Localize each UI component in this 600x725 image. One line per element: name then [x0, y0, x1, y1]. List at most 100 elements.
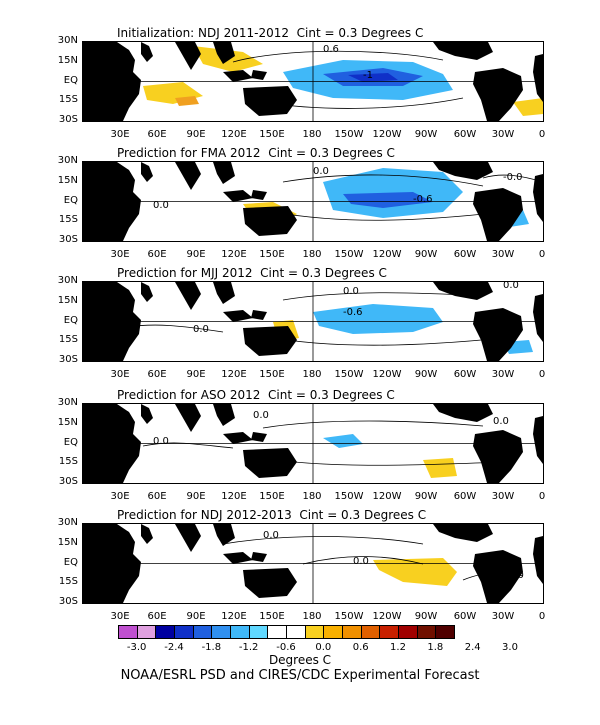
latitude-label: 15N: [57, 536, 78, 548]
land-mass: [175, 404, 201, 432]
contour-line: [262, 335, 504, 346]
anomaly-shading: [323, 434, 363, 448]
land-mass: [251, 310, 267, 320]
longitude-label: 150W: [334, 491, 364, 502]
latitude-label: EQ: [63, 74, 78, 86]
colorbar-tick: 3.0: [502, 642, 518, 653]
latitude-label: 30S: [58, 114, 78, 125]
land-mass: [223, 552, 253, 564]
anomaly-shading: [348, 73, 398, 82]
longitude-label: 120W: [372, 491, 402, 502]
colorbar-tick: 0.6: [352, 642, 369, 653]
colorbar-swatch: [230, 625, 250, 639]
longitude-label: 120E: [221, 611, 247, 622]
contour-label: 0.0: [153, 200, 169, 211]
forecast-map: 0.0 0.0 0.0 0.0: [82, 403, 544, 484]
longitude-label: 90E: [186, 129, 206, 140]
longitude-label: 150W: [334, 611, 364, 622]
land-mass: [433, 42, 493, 60]
contour-label: 0.0: [193, 324, 209, 335]
longitude-label: 60E: [147, 491, 167, 502]
colorbar-swatch: [286, 625, 306, 639]
colorbar-swatch: [304, 625, 325, 639]
contour-label: 0.0: [153, 436, 169, 447]
colorbar-tick: -0.6: [276, 642, 296, 653]
longitude-label: 150E: [259, 129, 285, 140]
colorbar-tick: 1.8: [427, 642, 444, 653]
forecast-map: 0.0 0.0 -0.6 0.0: [82, 281, 544, 362]
longitude-label: 0: [538, 611, 546, 622]
longitude-label: 0: [538, 491, 546, 502]
longitude-label: 180: [302, 369, 322, 380]
colorbar-swatch: [118, 625, 138, 639]
land-mass: [223, 70, 253, 82]
latitude-label: 15N: [57, 416, 78, 428]
land-mass: [533, 54, 543, 102]
colorbar-swatch: [435, 625, 455, 639]
land-mass: [213, 162, 235, 184]
contour-line: [222, 536, 424, 545]
land-mass: [251, 552, 267, 562]
contour-label: 0.0: [123, 448, 139, 459]
latitude-label: 15S: [58, 334, 78, 346]
land-mass: [213, 42, 235, 64]
contour-label: 0.0: [313, 166, 329, 177]
colorbar-swatch: [267, 625, 287, 639]
longitude-label: 90E: [186, 249, 206, 260]
longitude-label: 120W: [372, 611, 402, 622]
longitude-label: 60W: [453, 611, 477, 622]
anomaly-shading: [175, 96, 199, 106]
longitude-label: 60E: [147, 369, 167, 380]
latitude-label: 30N: [57, 275, 78, 286]
latitude-label: EQ: [63, 314, 78, 326]
land-mass: [473, 430, 523, 483]
latitude-label: 30N: [57, 397, 78, 408]
longitude-label: 60E: [147, 129, 167, 140]
latitude-label: 15N: [57, 294, 78, 306]
latitude-label: 30S: [58, 476, 78, 487]
panel-title: Prediction for NDJ 2012-2013 Cint = 0.3 …: [117, 508, 427, 522]
land-mass: [243, 206, 297, 236]
contour-line: [302, 556, 424, 565]
longitude-label: 120W: [372, 249, 402, 260]
colorbar-swatch: [398, 625, 418, 639]
panel-title: Initialization: NDJ 2011-2012 Cint = 0.3…: [117, 26, 424, 40]
longitude-label: 30W: [491, 491, 515, 502]
colorbar-label: Degrees C: [268, 653, 332, 667]
latitude-label: 15S: [58, 214, 78, 226]
latitude-label: 30N: [57, 517, 78, 528]
land-mass: [251, 190, 267, 200]
panel-title: Prediction for FMA 2012 Cint = 0.3 Degre…: [117, 146, 395, 160]
longitude-label: 30W: [491, 611, 515, 622]
map-canvas: 0.6 -1: [83, 42, 543, 121]
colorbar-tick: -2.4: [164, 642, 184, 653]
land-mass: [433, 404, 493, 422]
land-mass: [243, 448, 297, 478]
colorbar-swatch: [323, 625, 343, 639]
land-mass: [141, 524, 153, 544]
latitude-label: EQ: [63, 194, 78, 206]
panel-title: Prediction for ASO 2012 Cint = 0.3 Degre…: [117, 388, 395, 402]
land-mass: [141, 162, 153, 182]
longitude-label: 150W: [334, 249, 364, 260]
anomaly-shading: [423, 458, 457, 478]
land-mass: [533, 294, 543, 342]
longitude-label: 120W: [372, 129, 402, 140]
contour-label: -0.6: [343, 307, 363, 318]
longitude-label: 30E: [110, 129, 130, 140]
land-mass: [473, 188, 523, 241]
contour-line: [272, 211, 504, 221]
longitude-label: 60W: [453, 249, 477, 260]
land-mass: [175, 524, 201, 552]
longitude-label: 150E: [259, 491, 285, 502]
longitude-label: 0: [538, 369, 546, 380]
longitude-label: 120E: [221, 129, 247, 140]
longitude-label: 60E: [147, 611, 167, 622]
latitude-label: 15N: [57, 174, 78, 186]
longitude-label: 30E: [110, 611, 130, 622]
latitude-label: 30N: [57, 155, 78, 166]
land-mass: [141, 404, 153, 424]
longitude-label: 90W: [414, 249, 438, 260]
longitude-label: 150E: [259, 611, 285, 622]
map-canvas: 0.0 0.0 -0.6 -0.0: [83, 162, 543, 241]
